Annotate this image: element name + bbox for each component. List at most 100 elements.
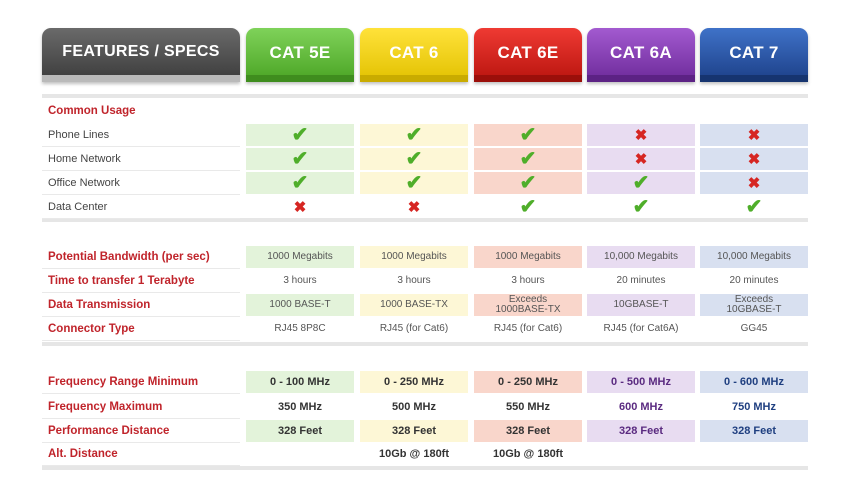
usage-cell-cat6: ✖ [360,196,468,218]
check-icon: ✔ [519,172,537,194]
usage-cell-cat5e: ✖ [246,196,354,218]
features-specs-header: FEATURES / SPECS [42,28,240,82]
cell-time-to-transfer-1-terabyte-cat7: 20 minutes [729,275,779,286]
row-label-home-network: Home Network [48,153,121,165]
row-divider [42,268,240,269]
usage-cell-cat5e: ✔ [246,148,354,170]
check-icon: ✔ [745,196,763,218]
cell-alt-distance-cat6a [587,443,695,465]
cell-time-to-transfer-1-terabyte-cat6e: 3 hours [511,275,545,286]
row-divider [42,316,240,317]
usage-cell-cat6a: ✖ [587,148,695,170]
cell-data-transmission-cat5e: 1000 BASE-T [246,294,354,316]
cell-frequency-range-minimum-cat7: 0 - 600 MHz [700,371,808,393]
cell-frequency-maximum-cat5e: 350 MHz [277,401,323,413]
cross-icon: ✖ [747,174,761,192]
section-divider [42,94,808,98]
row-label-phone-lines: Phone Lines [48,129,110,141]
usage-cell-cat7: ✖ [700,172,808,194]
usage-cell-cat6e: ✔ [474,148,582,170]
check-icon: ✔ [632,196,650,218]
column-header-cat6e: CAT 6E [474,28,582,82]
usage-cell-cat6: ✔ [360,148,468,170]
cell-connector-type-cat6: RJ45 (for Cat6) [379,323,449,334]
check-icon: ✔ [405,124,423,146]
usage-cell-cat6a: ✔ [587,196,695,218]
cell-connector-type-cat6a: RJ45 (for Cat6A) [603,323,679,334]
cell-frequency-maximum-cat6a: 600 MHz [618,401,664,413]
cross-icon: ✖ [634,150,648,168]
check-icon: ✔ [519,196,537,218]
cell-time-to-transfer-1-terabyte-cat6: 3 hours [397,275,431,286]
usage-cell-cat6e: ✔ [474,172,582,194]
usage-cell-cat6a: ✔ [587,172,695,194]
cross-icon: ✖ [747,126,761,144]
row-label-office-network: Office Network [48,177,120,189]
check-icon: ✔ [519,148,537,170]
row-label-connector-type: Connector Type [48,323,135,335]
usage-cell-cat6e: ✔ [474,196,582,218]
row-label-potential-bandwidth-per-sec: Potential Bandwidth (per sec) [48,251,210,263]
usage-cell-cat7: ✖ [700,124,808,146]
cell-alt-distance-cat6: 10Gb @ 180ft [378,448,450,460]
cell-performance-distance-cat5e: 328 Feet [246,420,354,442]
row-divider [42,146,240,147]
row-label-frequency-range-minimum: Frequency Range Minimum [48,376,199,388]
column-header-cat6a: CAT 6A [587,28,695,82]
cell-potential-bandwidth-per-sec-cat5e: 1000 Megabits [246,246,354,268]
cell-data-transmission-cat6e: Exceeds 1000BASE-TX [474,294,582,316]
usage-cell-cat6e: ✔ [474,124,582,146]
cell-time-to-transfer-1-terabyte-cat5e: 3 hours [283,275,317,286]
row-label-data-center: Data Center [48,201,108,213]
section-title-common-usage: Common Usage [48,105,136,117]
cross-icon: ✖ [634,126,648,144]
cell-time-to-transfer-1-terabyte-cat6a: 20 minutes [616,275,666,286]
column-header-cat7: CAT 7 [700,28,808,82]
check-icon: ✔ [291,124,309,146]
section-divider [42,342,808,346]
usage-cell-cat5e: ✔ [246,172,354,194]
cell-connector-type-cat5e: RJ45 8P8C [274,323,326,334]
column-header-cat6: CAT 6 [360,28,468,82]
row-label-data-transmission: Data Transmission [48,299,151,311]
cell-alt-distance-cat5e [246,443,354,465]
check-icon: ✔ [519,124,537,146]
section-divider [42,466,808,470]
column-header-cat5e: CAT 5E [246,28,354,82]
row-label-frequency-maximum: Frequency Maximum [48,401,163,413]
row-divider [42,442,240,443]
cell-performance-distance-cat6e: 328 Feet [474,420,582,442]
cell-potential-bandwidth-per-sec-cat7: 10,000 Megabits [700,246,808,268]
row-divider [42,170,240,171]
usage-cell-cat7: ✔ [700,196,808,218]
cell-alt-distance-cat7 [700,443,808,465]
row-divider [42,218,240,219]
usage-cell-cat6: ✔ [360,124,468,146]
row-divider [42,292,240,293]
cell-performance-distance-cat7: 328 Feet [700,420,808,442]
cell-performance-distance-cat6: 328 Feet [360,420,468,442]
row-divider [42,194,240,195]
cell-frequency-range-minimum-cat5e: 0 - 100 MHz [246,371,354,393]
check-icon: ✔ [405,148,423,170]
section-divider [42,218,808,222]
cell-potential-bandwidth-per-sec-cat6a: 10,000 Megabits [587,246,695,268]
check-icon: ✔ [291,148,309,170]
cross-icon: ✖ [293,198,307,216]
row-divider [42,465,240,466]
cell-frequency-maximum-cat6: 500 MHz [391,401,437,413]
row-label-performance-distance: Performance Distance [48,425,170,437]
cell-connector-type-cat7: GG45 [740,323,768,334]
cell-data-transmission-cat6: 1000 BASE-TX [360,294,468,316]
cell-potential-bandwidth-per-sec-cat6e: 1000 Megabits [474,246,582,268]
row-label-time-to-transfer-1-terabyte: Time to transfer 1 Terabyte [48,275,195,287]
cell-performance-distance-cat6a: 328 Feet [587,420,695,442]
cell-data-transmission-cat6a: 10GBASE-T [587,294,695,316]
check-icon: ✔ [405,172,423,194]
usage-cell-cat6a: ✖ [587,124,695,146]
row-divider [42,418,240,419]
row-label-alt-distance: Alt. Distance [48,448,118,460]
cell-alt-distance-cat6e: 10Gb @ 180ft [492,448,564,460]
cell-connector-type-cat6e: RJ45 (for Cat6) [493,323,563,334]
cell-frequency-maximum-cat7: 750 MHz [731,401,777,413]
